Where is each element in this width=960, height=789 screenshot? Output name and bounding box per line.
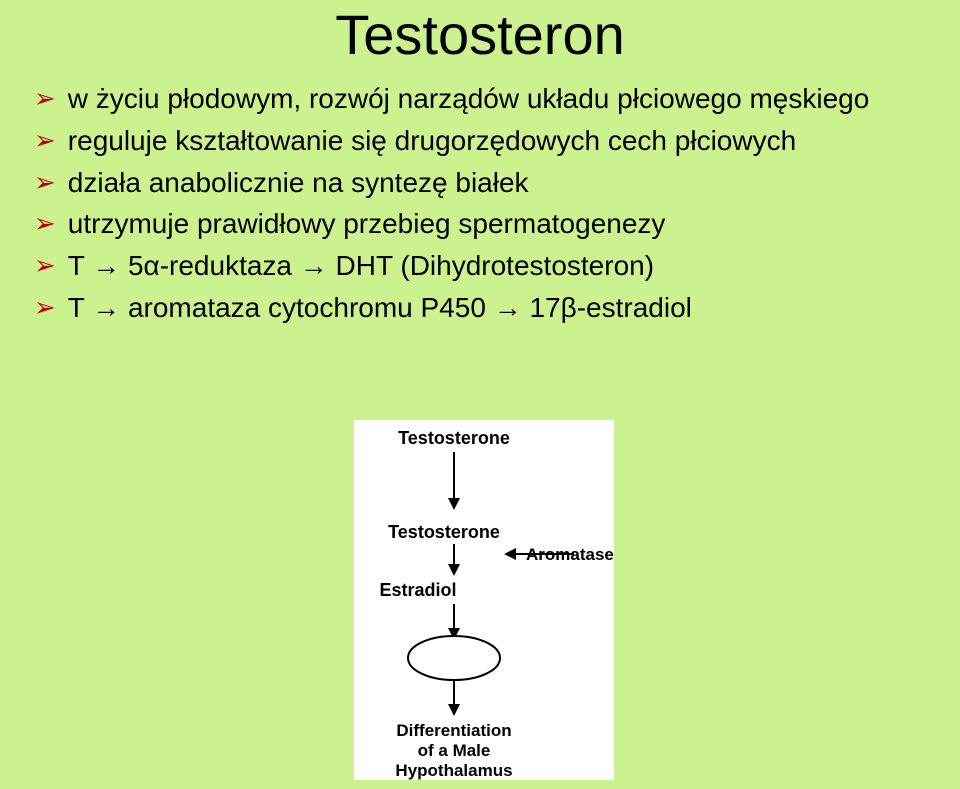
diagram-label-diff1: Differentiation [396,721,511,740]
diagram-label-aromatase: Aromatase [526,545,614,564]
arrowhead-icon [448,564,460,576]
list-item: ➢ utrzymuje prawidłowy przebieg spermato… [34,205,934,243]
list-item: ➢ T → aromataza cytochromu P450 → 17β-es… [34,289,934,327]
bullet-text: utrzymuje prawidłowy przebieg spermatoge… [68,205,934,243]
bullet-text: w życiu płodowym, rozwój narządów układu… [68,80,934,118]
bullet-text: reguluje kształtowanie się drugorzędowyc… [68,122,934,160]
list-item: ➢ działa anabolicznie na syntezę białek [34,164,934,202]
diagram-label-testosterone-mid: Testosterone [388,522,500,542]
bullet-text: T → aromataza cytochromu P450 → 17β-estr… [68,289,934,327]
diagram-testosterone-pathway: Testosterone Testosterone Aromatase Estr… [354,420,614,780]
chevron-right-icon: ➢ [34,247,56,283]
arrowhead-icon [504,548,516,560]
bullet-text: T → 5α-reduktaza → DHT (Dihydrotestoster… [68,247,934,285]
chevron-right-icon: ➢ [34,289,56,325]
bullet-text: działa anabolicznie na syntezę białek [68,164,934,202]
ellipse-node [408,636,500,680]
list-item: ➢ w życiu płodowym, rozwój narządów ukła… [34,80,934,118]
diagram-label-estradiol: Estradiol [379,580,456,600]
diagram-label-diff2: of a Male [418,741,491,760]
chevron-right-icon: ➢ [34,122,56,158]
chevron-right-icon: ➢ [34,164,56,200]
slide: Testosteron ➢ w życiu płodowym, rozwój n… [0,0,960,789]
bullet-list: ➢ w życiu płodowym, rozwój narządów ukła… [34,80,934,331]
list-item: ➢ reguluje kształtowanie się drugorzędow… [34,122,934,160]
chevron-right-icon: ➢ [34,80,56,116]
chevron-right-icon: ➢ [34,205,56,241]
arrowhead-icon [448,704,460,716]
diagram-label-testosterone-top: Testosterone [398,428,510,448]
arrowhead-icon [448,498,460,510]
page-title: Testosteron [0,2,960,67]
list-item: ➢ T → 5α-reduktaza → DHT (Dihydrotestost… [34,247,934,285]
diagram-label-diff3: Hypothalamus [395,761,512,780]
